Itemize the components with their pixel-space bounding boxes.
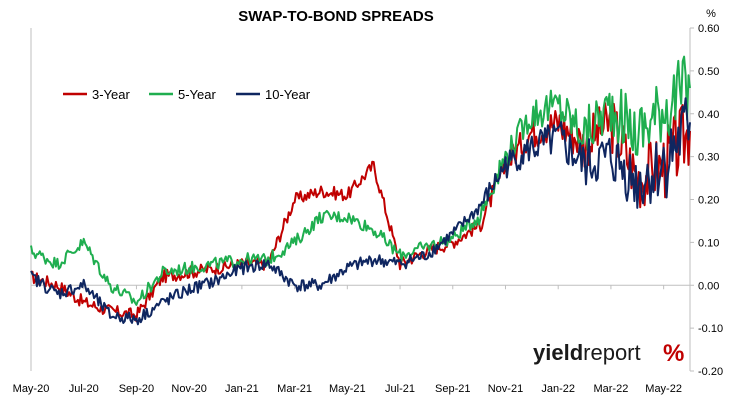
x-tick-label: May-22 [645, 383, 682, 395]
y-tick-label: 0.30 [698, 152, 719, 164]
y-tick-label: 0.00 [698, 280, 719, 292]
x-tick-label: May-20 [13, 383, 50, 395]
y-tick-label: 0.10 [698, 237, 719, 249]
legend-label-10-year: 10-Year [265, 87, 311, 102]
x-tick-label: Jan-22 [541, 383, 575, 395]
yieldreport-logo: yieldreport % [533, 340, 684, 367]
x-tick-label: Jul-21 [385, 383, 415, 395]
series-line-10-year [30, 97, 691, 326]
y-tick-label: 0.60 [698, 23, 719, 35]
legend: 3-Year 5-Year 10-Year [63, 87, 311, 102]
y-axis-unit: % [706, 8, 716, 20]
x-tick-label: Nov-21 [488, 383, 523, 395]
y-tick-label: 0.40 [698, 109, 719, 121]
x-tick-label: Sep-20 [119, 383, 154, 395]
series-line-3-year [30, 102, 691, 323]
logo-text-yield: yield [533, 340, 583, 365]
series-line-5-year [30, 55, 691, 306]
x-tick-label: Mar-22 [593, 383, 628, 395]
chart-title: SWAP-TO-BOND SPREADS [238, 8, 434, 25]
logo-text-report: report [583, 340, 640, 365]
y-tick-label: 0.50 [698, 66, 719, 78]
x-tick-label: Sep-21 [435, 383, 470, 395]
x-tick-label: Mar-21 [277, 383, 312, 395]
y-tick-label: -0.10 [698, 323, 723, 335]
axes: -0.20 -0.10 0.00 0.10 0.20 0.30 0.40 0.50 0.60 Ma… [13, 23, 723, 395]
legend-label-5-year: 5-Year [178, 87, 216, 102]
y-tick-label: 0.20 [698, 195, 719, 207]
x-tick-label: Nov-20 [171, 383, 206, 395]
y-tick-label: -0.20 [698, 366, 723, 378]
series-layer [30, 55, 691, 326]
x-tick-label: Jan-21 [225, 383, 259, 395]
x-tick-label: May-21 [329, 383, 366, 395]
svg-text:yieldreport: yieldreport [533, 340, 641, 365]
logo-percent-mark: % [663, 340, 684, 367]
x-tick-label: Jul-20 [69, 383, 99, 395]
legend-label-3-year: 3-Year [92, 87, 130, 102]
